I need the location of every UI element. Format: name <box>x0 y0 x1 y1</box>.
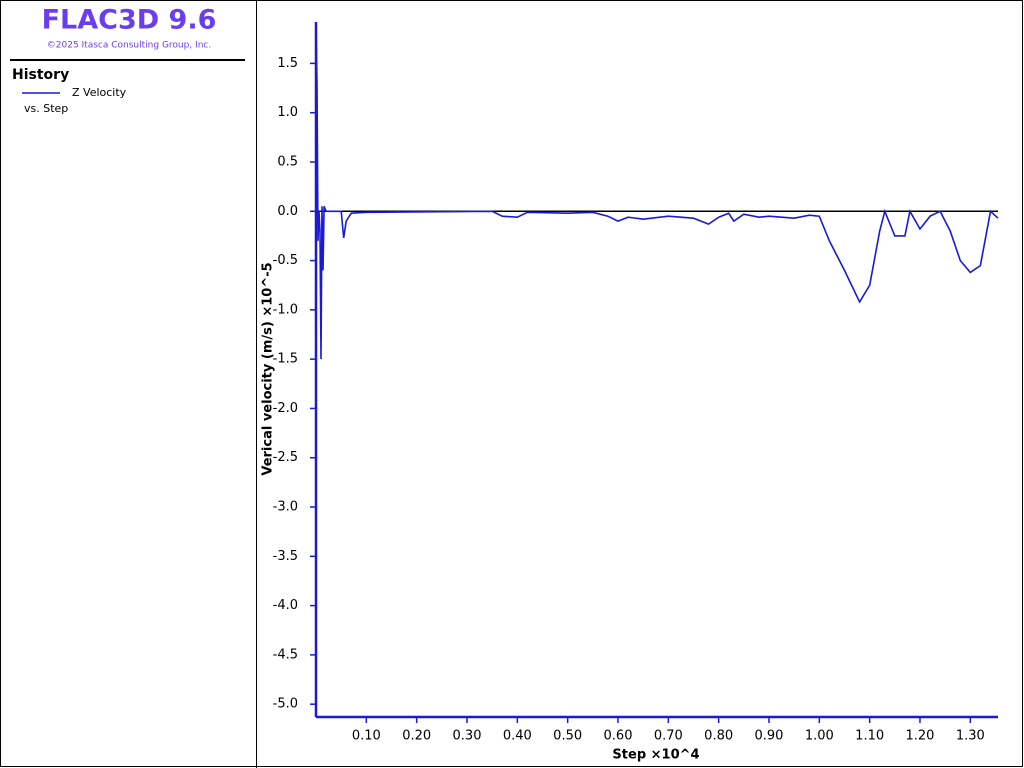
x-tick-label: 0.70 <box>654 729 683 744</box>
y-tick-label: -3.0 <box>273 500 298 515</box>
x-tick-label: 1.30 <box>956 729 985 744</box>
y-tick-label: -2.5 <box>273 450 298 465</box>
x-tick-label: 1.00 <box>805 729 834 744</box>
x-tick-label: 0.60 <box>604 729 633 744</box>
x-tick-label: 0.50 <box>553 729 582 744</box>
y-tick-label: 0.5 <box>277 154 298 169</box>
data-line <box>315 23 999 360</box>
versus-label: vs. Step <box>24 102 68 115</box>
x-tick-label: 0.40 <box>503 729 532 744</box>
y-tick-label: 1.0 <box>277 105 298 120</box>
x-tick-label: 0.10 <box>352 729 381 744</box>
y-tick-label: -1.5 <box>273 352 298 367</box>
y-tick-label: -5.0 <box>273 697 298 712</box>
y-tick-label: -0.5 <box>273 253 298 268</box>
x-tick-label: 0.20 <box>402 729 431 744</box>
x-tick-label: 0.30 <box>453 729 482 744</box>
y-tick-label: 0.0 <box>277 204 298 219</box>
app-title: FLAC3D 9.6 <box>42 5 217 36</box>
x-tick-label: 0.90 <box>755 729 784 744</box>
x-axis-label: Step ×10^4 <box>612 748 699 763</box>
y-tick-label: -1.0 <box>273 302 298 317</box>
y-tick-label: -4.0 <box>273 598 298 613</box>
x-tick-label: 1.10 <box>855 729 884 744</box>
y-tick-label: -2.0 <box>273 401 298 416</box>
x-tick-label: 0.80 <box>704 729 733 744</box>
y-tick-label: -3.5 <box>273 549 298 564</box>
legend-label: Z Velocity <box>72 86 127 99</box>
y-axis-label: Verical velocity (m/s) ×10^-5 <box>261 262 276 475</box>
panel-title: History <box>12 67 69 83</box>
y-tick-label: 1.5 <box>277 56 298 71</box>
x-tick-label: 1.20 <box>906 729 935 744</box>
copyright: ©2025 Itasca Consulting Group, Inc. <box>47 41 211 51</box>
y-tick-label: -4.5 <box>273 647 298 662</box>
